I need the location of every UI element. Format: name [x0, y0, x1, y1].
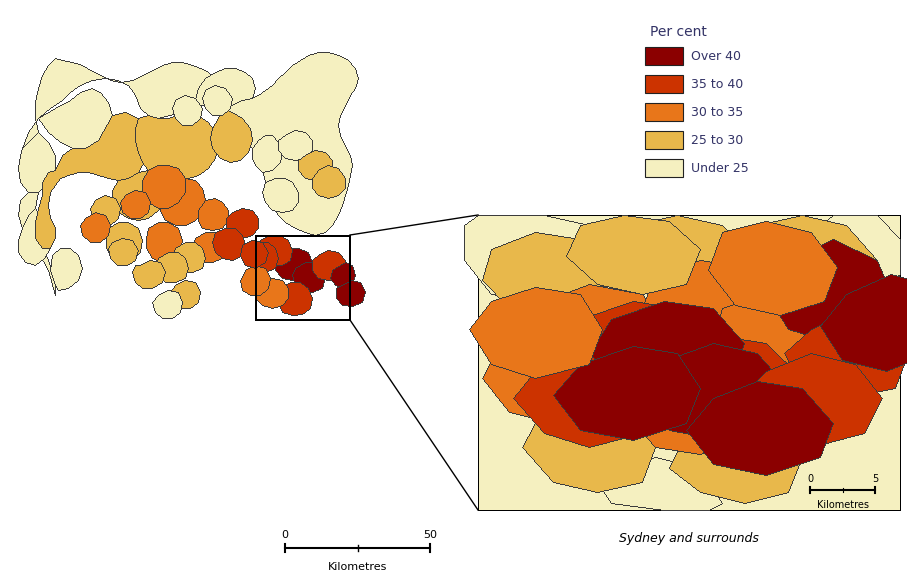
FancyBboxPatch shape — [645, 75, 683, 93]
Text: Kilometres: Kilometres — [816, 500, 869, 510]
FancyBboxPatch shape — [645, 103, 683, 121]
Text: 30 to 35: 30 to 35 — [691, 106, 743, 119]
Text: 0: 0 — [281, 530, 288, 540]
FancyBboxPatch shape — [645, 47, 683, 65]
Text: 25 to 30: 25 to 30 — [691, 133, 743, 147]
Text: Sydney and surrounds: Sydney and surrounds — [619, 532, 759, 545]
Text: Kilometres: Kilometres — [327, 562, 387, 572]
FancyBboxPatch shape — [645, 159, 683, 177]
Text: 50: 50 — [423, 530, 437, 540]
Text: 0: 0 — [807, 474, 813, 484]
Text: Under 25: Under 25 — [691, 161, 749, 174]
Text: 5: 5 — [872, 474, 878, 484]
Text: Over 40: Over 40 — [691, 49, 741, 62]
Text: 35 to 40: 35 to 40 — [691, 77, 743, 90]
Text: Per cent: Per cent — [650, 25, 707, 39]
FancyBboxPatch shape — [645, 131, 683, 149]
